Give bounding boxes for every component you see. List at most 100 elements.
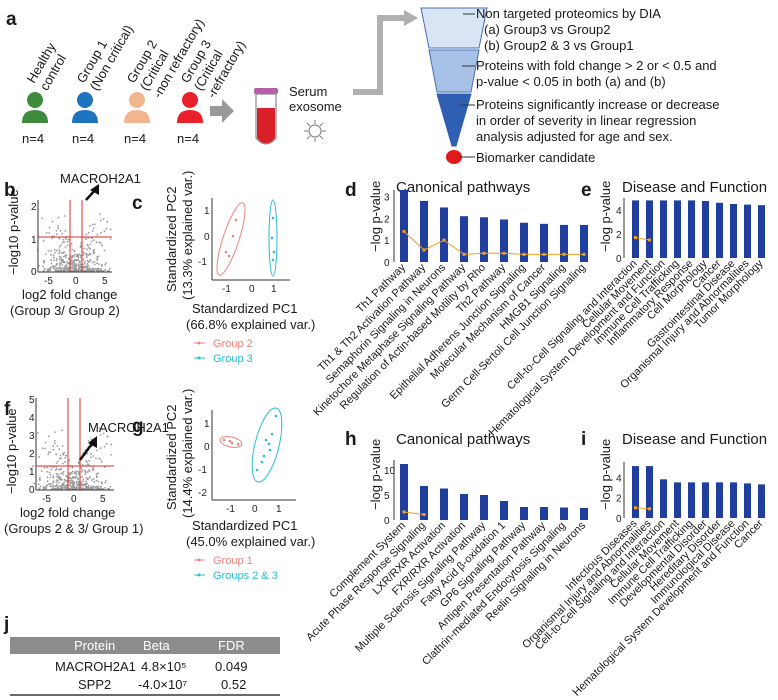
volcano-point	[58, 245, 61, 248]
volcano-point	[53, 485, 56, 488]
pca-point	[274, 414, 278, 418]
y-tick: 2	[616, 230, 622, 241]
annotation-label: MACROH2A1	[88, 420, 169, 435]
table-header-cell: Beta	[143, 638, 171, 653]
volcano-point	[68, 459, 71, 461]
volcano-point	[59, 454, 62, 457]
volcano-point	[99, 487, 101, 490]
volcano-point	[63, 241, 65, 243]
table-header-cell: FDR	[218, 638, 245, 653]
volcano-point	[82, 483, 85, 486]
chart-title: Disease and Function	[622, 431, 767, 448]
volcano-point	[72, 260, 75, 263]
volcano-point	[64, 229, 67, 232]
volcano-point	[47, 451, 50, 454]
pca-point	[228, 439, 232, 443]
volcano-point	[91, 269, 93, 272]
volcano-f-points	[32, 427, 113, 490]
volcano-point	[98, 267, 100, 270]
volcano-point	[48, 471, 51, 474]
volcano-point	[91, 230, 94, 232]
volcano-point	[86, 482, 89, 485]
volcano-point	[69, 479, 72, 482]
volcano-point	[71, 248, 74, 251]
volcano-point	[42, 487, 45, 490]
volcano-point	[86, 471, 89, 473]
legend-label: Group 2	[213, 338, 253, 350]
volcano-point	[87, 484, 90, 487]
volcano-point	[44, 253, 47, 256]
volcano-point	[79, 256, 82, 259]
pca-point	[236, 442, 240, 446]
volcano-point	[96, 256, 98, 258]
y-tick: -1	[198, 465, 207, 476]
volcano-point	[62, 483, 65, 486]
chart-title: Canonical pathways	[396, 431, 530, 448]
volcano-point	[88, 268, 91, 271]
volcano-point	[82, 488, 84, 490]
volcano-point	[65, 264, 68, 266]
volcano-point	[66, 244, 69, 247]
group-n: n=4	[22, 131, 44, 146]
volcano-point	[88, 266, 91, 269]
volcano-point	[60, 256, 63, 259]
volcano-point	[87, 254, 90, 256]
volcano-point	[53, 488, 56, 490]
volcano-point	[70, 487, 73, 490]
group-ellipse	[251, 407, 283, 483]
volcano-point	[54, 431, 57, 433]
volcano-point	[59, 269, 62, 272]
person-icon	[22, 92, 48, 123]
bar	[460, 494, 468, 520]
volcano-point	[73, 255, 75, 257]
y-tick: 1	[29, 467, 35, 478]
volcano-point	[73, 253, 76, 256]
volcano-point	[75, 472, 78, 475]
volcano-point	[72, 482, 74, 485]
person-icon	[72, 92, 98, 123]
pca-point	[262, 454, 266, 458]
funnel-step-text: (b) Group2 & 3 vs Group1	[484, 38, 634, 53]
group-n: n=4	[72, 131, 94, 146]
volcano-point	[52, 448, 55, 451]
volcano-point	[77, 265, 80, 267]
volcano-point	[46, 269, 49, 272]
volcano-point	[44, 487, 46, 490]
volcano-point	[52, 265, 55, 268]
ratio-point	[462, 252, 466, 256]
x-tick: -5	[42, 494, 51, 505]
volcano-point	[91, 261, 94, 264]
y-axis-label: −log p-value	[368, 181, 383, 252]
bar	[580, 508, 588, 520]
volcano-point	[93, 267, 95, 270]
volcano-point	[87, 264, 90, 267]
volcano-point	[66, 484, 68, 486]
y-tick: 4	[616, 206, 622, 217]
volcano-point	[105, 479, 108, 482]
volcano-point	[52, 475, 55, 477]
panel-j: j Protein Beta FDR MACROH2A1 4.8×10⁵ 0.0…	[3, 614, 280, 696]
volcano-point	[109, 237, 112, 240]
volcano-point	[63, 251, 66, 254]
volcano-point	[69, 485, 72, 487]
volcano-point	[97, 472, 99, 475]
bar	[500, 501, 508, 520]
x-axis-label: (66.8% explained var.)	[186, 317, 315, 332]
x-tick: 1	[271, 284, 277, 295]
y-tick: 0	[616, 254, 622, 265]
panel-d-label: d	[345, 180, 357, 201]
volcano-point	[93, 239, 95, 242]
funnel-step-text: Non targeted proteomics by DIA	[476, 6, 661, 21]
volcano-point	[55, 481, 58, 484]
y-axis-label: (13.3% explained var.)	[180, 171, 195, 300]
volcano-point	[81, 476, 84, 478]
y-tick: 0	[204, 232, 210, 243]
volcano-point	[67, 267, 69, 270]
bar	[758, 484, 765, 518]
ratio-point	[648, 507, 651, 511]
bar	[702, 482, 709, 518]
volcano-point	[62, 238, 65, 241]
y-tick: 3	[29, 431, 35, 442]
y-axis-label: −log10 p-value	[6, 189, 21, 275]
